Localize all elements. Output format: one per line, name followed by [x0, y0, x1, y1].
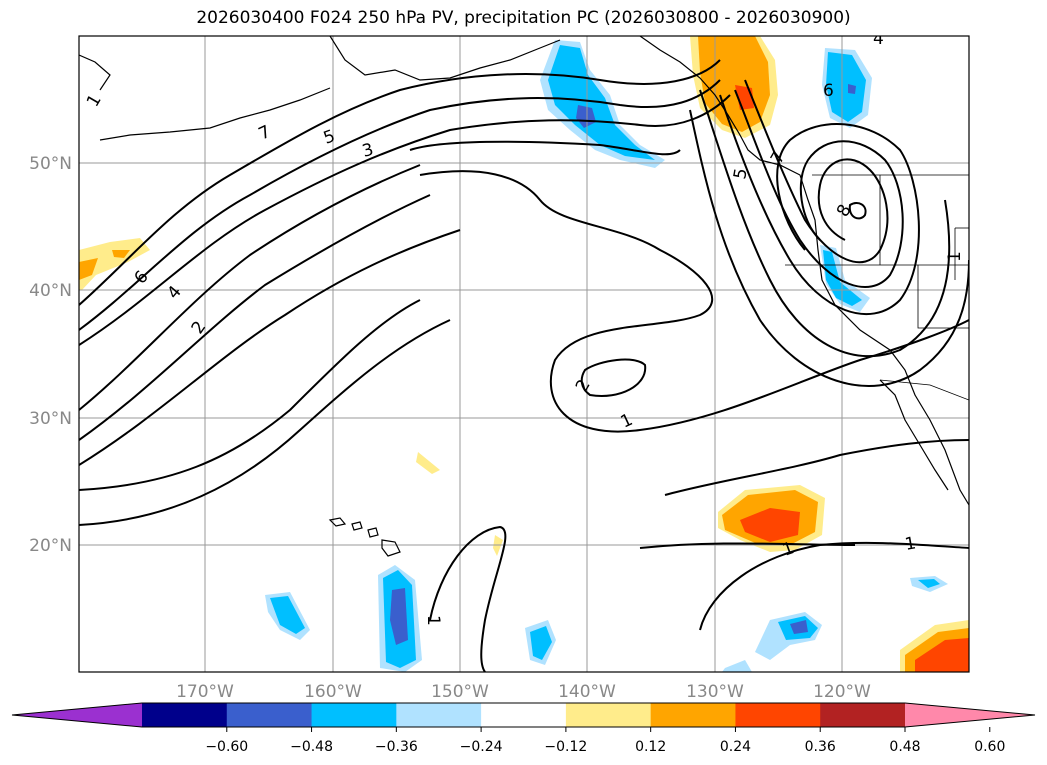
colorbar-segment [142, 703, 228, 727]
colorbar-tick-label: −0.36 [375, 739, 418, 755]
pv-contours [79, 59, 969, 672]
contour-label: 4 [873, 29, 884, 49]
colorbar-tick-label: −0.60 [205, 739, 248, 755]
contour-label: 1 [423, 615, 443, 626]
colorbar-segment [650, 703, 736, 727]
lon-label: 130°W [686, 682, 744, 702]
lon-labels: 170°W 160°W 150°W 140°W 130°W 120°W [176, 682, 871, 702]
lat-label: 30°N [29, 409, 72, 429]
colorbar-tick-label: 0.36 [805, 739, 836, 755]
map-background [79, 36, 969, 672]
colorbar-extend-max [905, 703, 1035, 727]
colorbar-tick-label: 0.12 [635, 739, 666, 755]
lon-label: 140°W [558, 682, 616, 702]
colorbar-segment [565, 703, 652, 727]
contour-label: 3 [360, 140, 376, 162]
colorbar-outline [11, 702, 1036, 728]
colorbar-segment [481, 703, 567, 727]
colorbar-extend-min [12, 703, 142, 727]
colorbar [11, 702, 1036, 728]
colorbar-tick-label: −0.24 [460, 739, 503, 755]
colorbar-segment [226, 703, 313, 727]
colorbar-tick-label: −0.12 [544, 739, 587, 755]
lon-label: 170°W [176, 682, 234, 702]
colorbar-tick-label: −0.48 [290, 739, 333, 755]
lat-label: 20°N [29, 536, 72, 556]
lon-label: 150°W [431, 682, 489, 702]
map-title: 2026030400 F024 250 hPa PV, precipitatio… [196, 8, 851, 28]
contour-label: 6 [823, 81, 834, 101]
colorbar-ticks: −0.60 −0.48 −0.36 −0.24 −0.12 0.12 0.24 0.36 0.4… [205, 727, 1005, 755]
lat-label: 50°N [29, 154, 72, 174]
colorbar-segment [820, 703, 906, 727]
contour-label: 1 [945, 251, 965, 262]
colorbar-tick-label: 0.24 [720, 739, 751, 755]
precip-shading [79, 36, 969, 672]
coastlines [79, 36, 969, 557]
lat-labels: 50°N 40°N 30°N 20°N [29, 154, 72, 556]
contour-label: 1 [903, 533, 917, 555]
colorbar-segment [311, 703, 397, 727]
lat-label: 40°N [29, 281, 72, 301]
colorbar-tick-label: 0.48 [889, 739, 920, 755]
colorbar-tick-label: 0.60 [974, 739, 1005, 755]
lon-label: 160°W [304, 682, 362, 702]
colorbar-segment [735, 703, 821, 727]
contour-label: 5 [730, 167, 752, 181]
lon-label: 120°W [813, 682, 871, 702]
colorbar-segment [396, 703, 482, 727]
map-frame [78, 35, 970, 673]
